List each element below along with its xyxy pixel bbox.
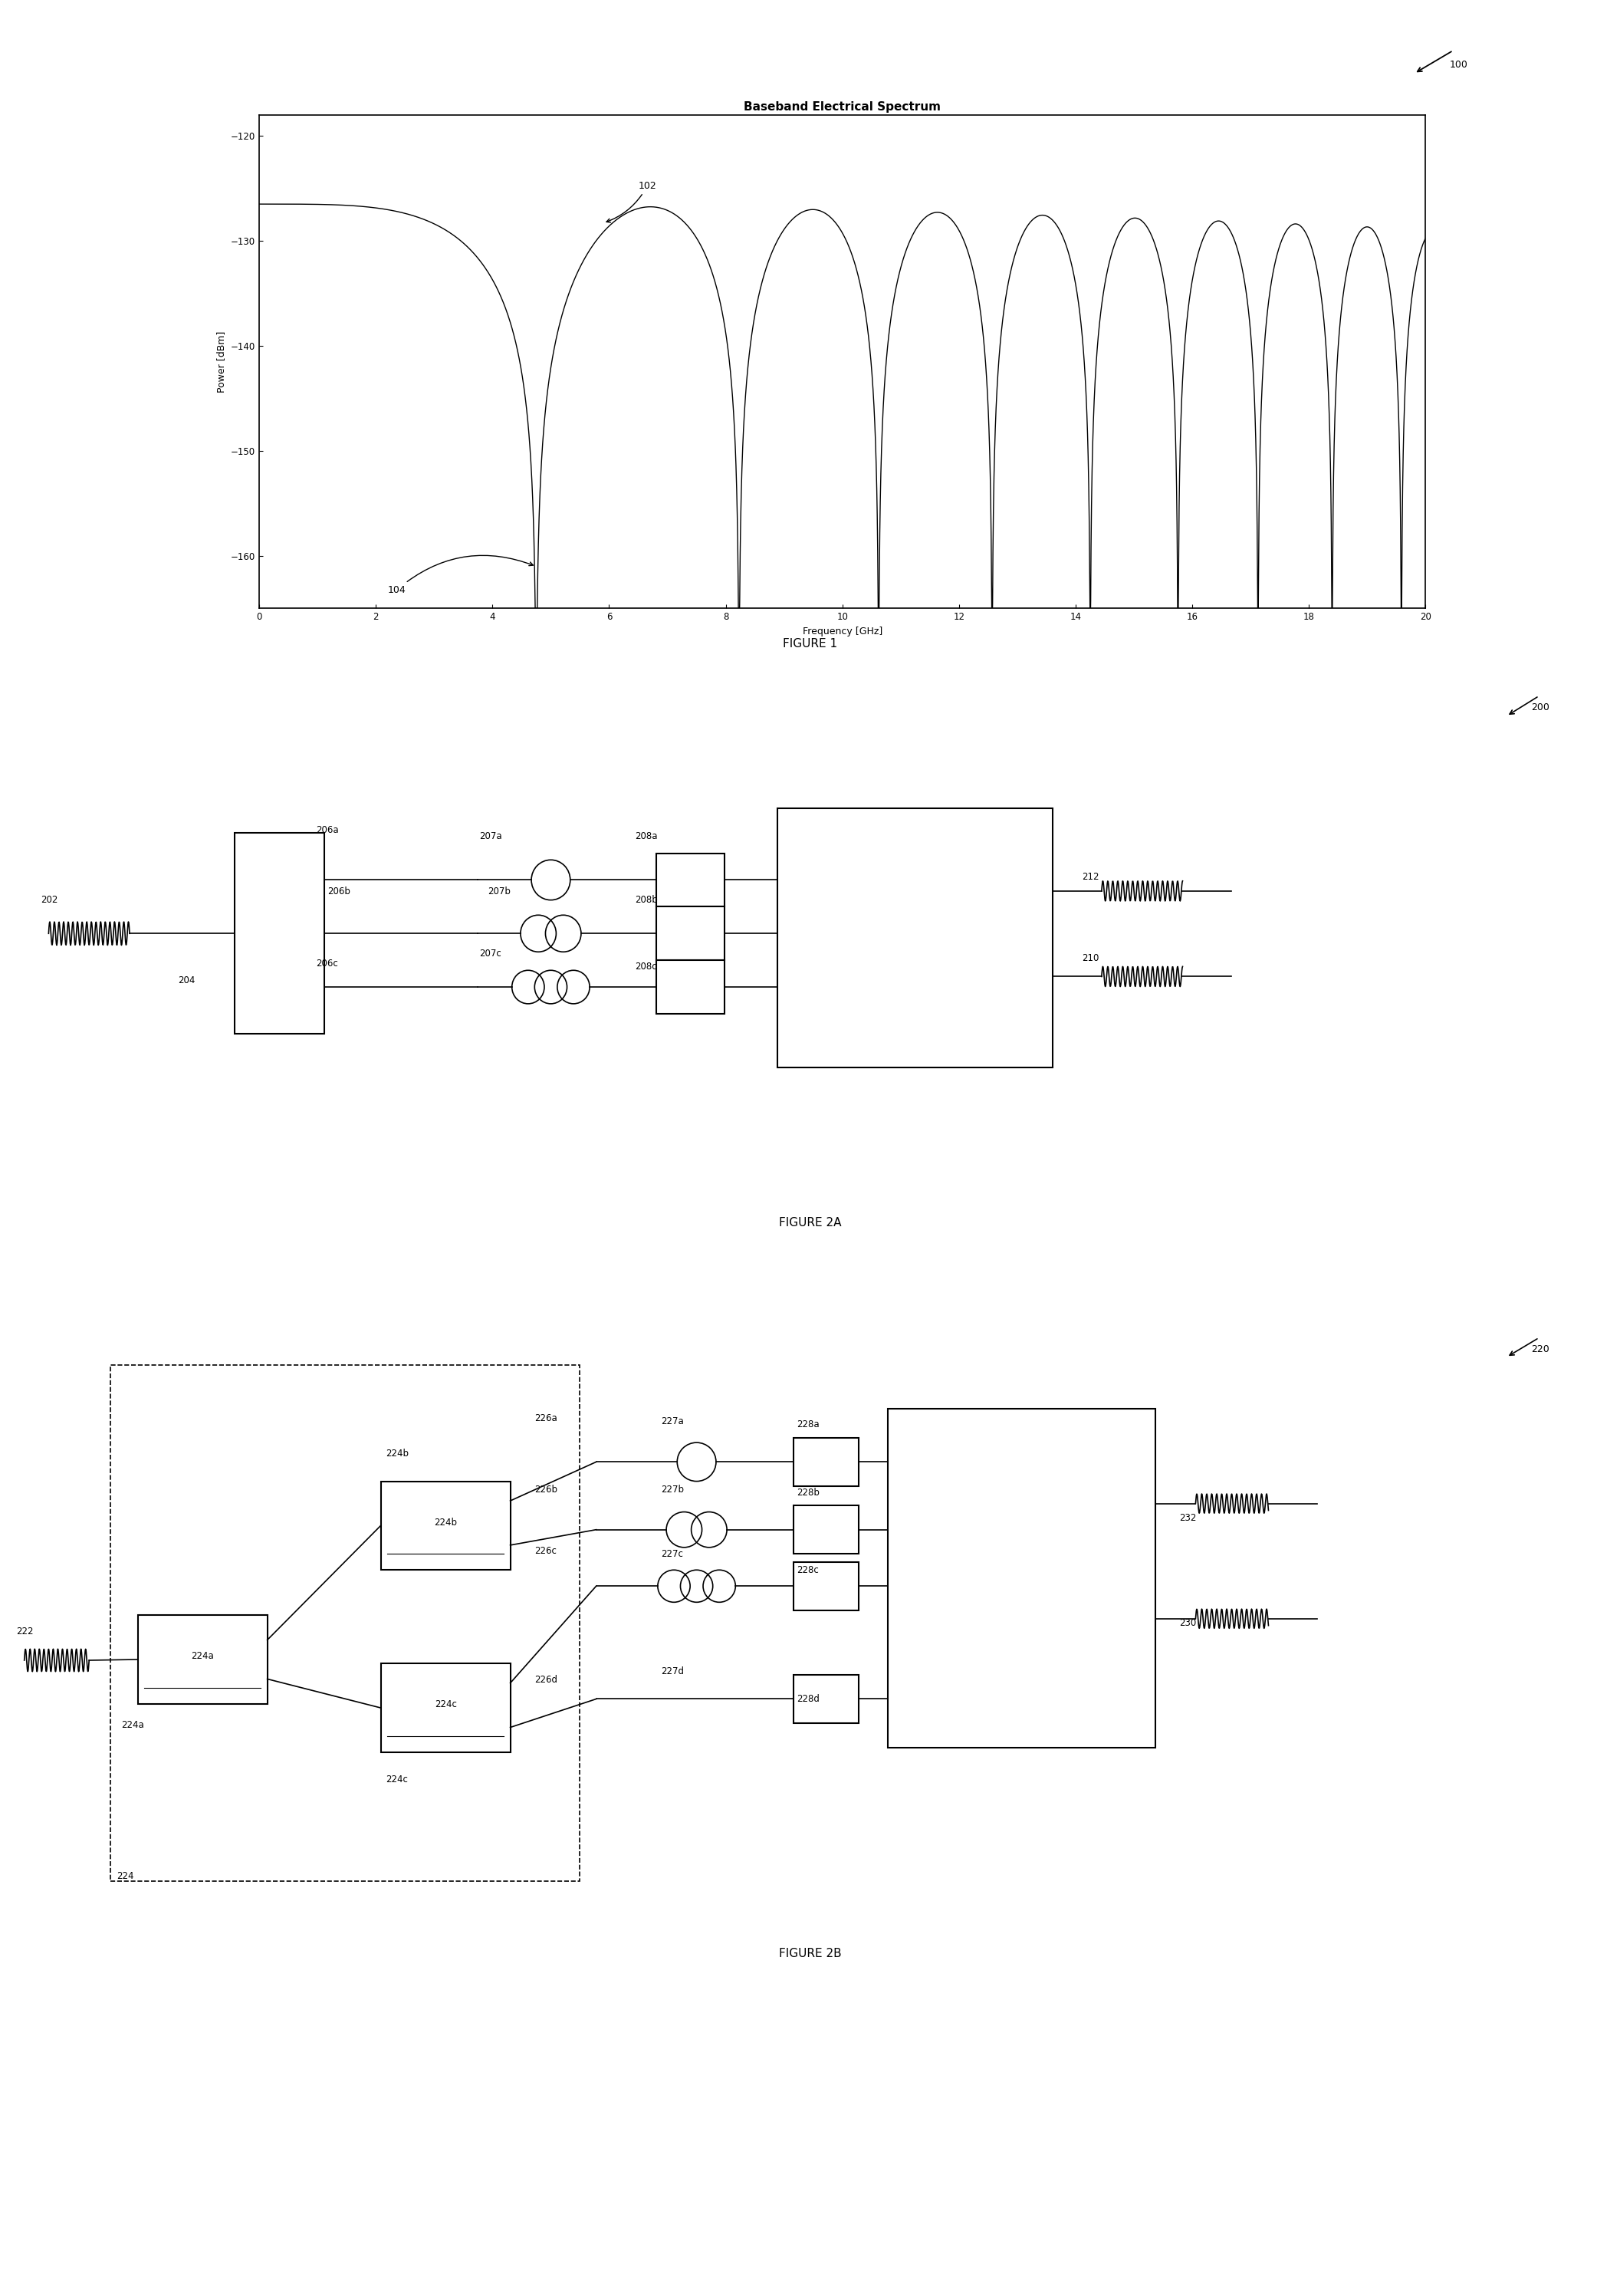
Text: 224c: 224c bbox=[434, 1699, 457, 1711]
Text: 207a: 207a bbox=[480, 831, 502, 840]
Text: 102: 102 bbox=[606, 181, 656, 223]
Text: 208a: 208a bbox=[635, 831, 658, 840]
Text: 226c: 226c bbox=[535, 1545, 557, 1557]
Y-axis label: Power [dBm]: Power [dBm] bbox=[217, 331, 227, 393]
Text: 230: 230 bbox=[1179, 1619, 1197, 1628]
Text: 224a: 224a bbox=[122, 1720, 144, 1729]
Text: 228b: 228b bbox=[797, 1488, 820, 1497]
Title: Baseband Electrical Spectrum: Baseband Electrical Spectrum bbox=[744, 101, 941, 113]
Text: 228d: 228d bbox=[797, 1694, 820, 1704]
Text: 206a: 206a bbox=[316, 824, 339, 836]
Text: 226b: 226b bbox=[535, 1483, 557, 1495]
Text: 100: 100 bbox=[1450, 60, 1468, 69]
Text: 226a: 226a bbox=[535, 1414, 557, 1424]
Text: 104: 104 bbox=[387, 556, 533, 595]
FancyBboxPatch shape bbox=[110, 1366, 580, 1880]
Text: 207c: 207c bbox=[480, 948, 502, 957]
FancyBboxPatch shape bbox=[656, 907, 724, 960]
Text: 206b: 206b bbox=[327, 886, 350, 898]
FancyBboxPatch shape bbox=[656, 854, 724, 907]
Text: 220: 220 bbox=[1531, 1343, 1549, 1355]
Text: 204: 204 bbox=[178, 976, 196, 985]
FancyBboxPatch shape bbox=[794, 1437, 859, 1486]
FancyBboxPatch shape bbox=[381, 1665, 510, 1752]
Text: 210: 210 bbox=[1082, 953, 1100, 964]
X-axis label: Frequency [GHz]: Frequency [GHz] bbox=[802, 627, 883, 636]
Text: 202: 202 bbox=[41, 895, 58, 905]
Text: 224b: 224b bbox=[386, 1449, 408, 1458]
Text: 208b: 208b bbox=[635, 895, 658, 905]
Text: 232: 232 bbox=[1179, 1513, 1197, 1522]
Text: 224a: 224a bbox=[191, 1651, 214, 1662]
Text: 227a: 227a bbox=[661, 1417, 684, 1426]
Text: 224: 224 bbox=[117, 1871, 134, 1880]
Text: 228c: 228c bbox=[797, 1566, 820, 1575]
Text: 226d: 226d bbox=[535, 1674, 557, 1685]
FancyBboxPatch shape bbox=[794, 1674, 859, 1724]
Text: 227c: 227c bbox=[661, 1550, 684, 1559]
Text: FIGURE 2B: FIGURE 2B bbox=[779, 1947, 841, 1958]
FancyBboxPatch shape bbox=[138, 1614, 267, 1704]
Text: 224b: 224b bbox=[434, 1518, 457, 1527]
Text: 212: 212 bbox=[1082, 872, 1100, 882]
Text: FIGURE 2A: FIGURE 2A bbox=[779, 1217, 841, 1228]
Text: 222: 222 bbox=[16, 1626, 34, 1637]
FancyBboxPatch shape bbox=[656, 960, 724, 1015]
Text: 207b: 207b bbox=[488, 886, 510, 898]
Text: 206c: 206c bbox=[316, 960, 339, 969]
Text: 208c: 208c bbox=[635, 962, 658, 971]
FancyBboxPatch shape bbox=[888, 1410, 1155, 1747]
Text: FIGURE 1: FIGURE 1 bbox=[782, 638, 838, 650]
Text: 200: 200 bbox=[1531, 703, 1549, 712]
FancyBboxPatch shape bbox=[794, 1561, 859, 1609]
Text: 227d: 227d bbox=[661, 1667, 684, 1676]
FancyBboxPatch shape bbox=[794, 1506, 859, 1554]
FancyBboxPatch shape bbox=[235, 833, 324, 1033]
Text: 228a: 228a bbox=[797, 1419, 820, 1430]
FancyBboxPatch shape bbox=[381, 1481, 510, 1570]
FancyBboxPatch shape bbox=[778, 808, 1053, 1068]
Text: 224c: 224c bbox=[386, 1775, 408, 1784]
Text: 227b: 227b bbox=[661, 1483, 684, 1495]
